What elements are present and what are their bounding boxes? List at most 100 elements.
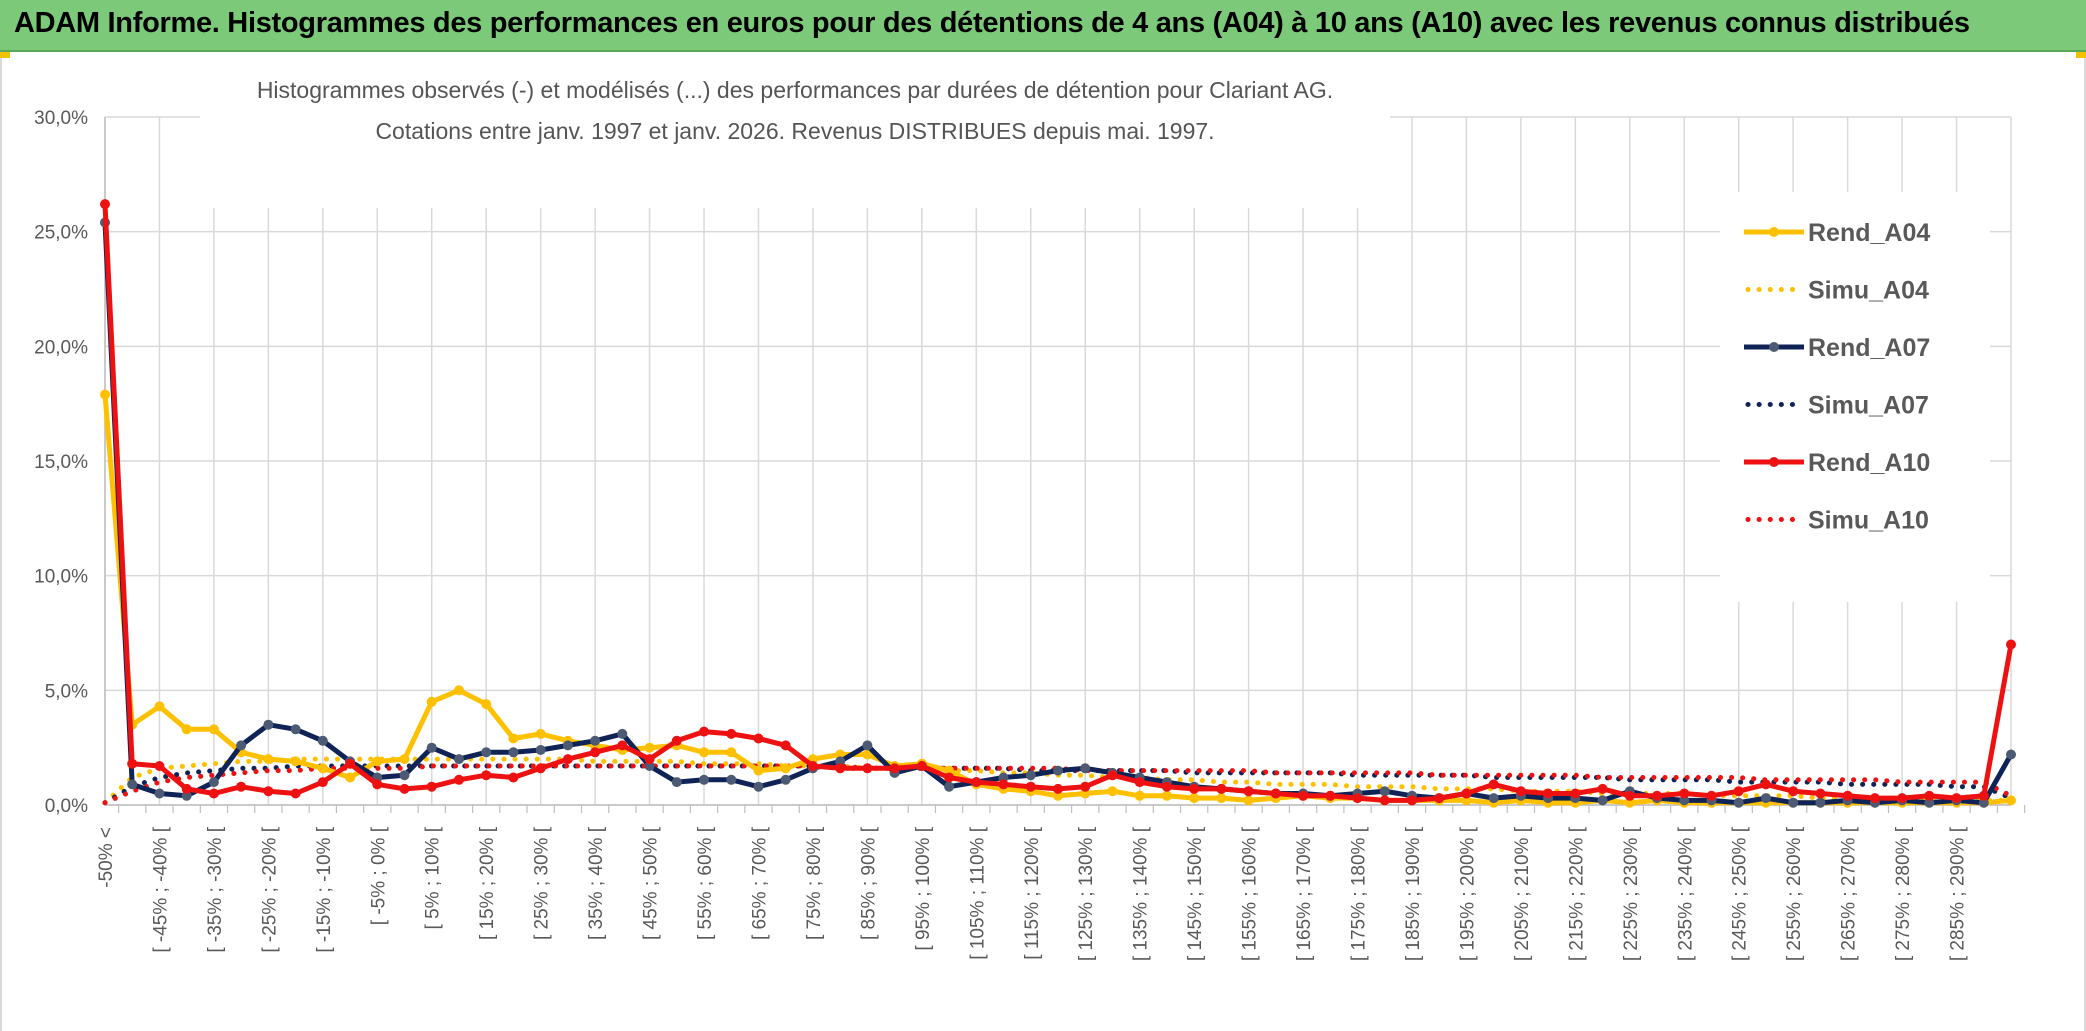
point-rend-a10 (345, 758, 356, 769)
point-rend-a10 (1951, 793, 1962, 804)
point-rend-a10 (1270, 788, 1281, 799)
point-rend-a10 (1488, 779, 1499, 790)
x-tick-label: [ -5% ; 0% [ (368, 826, 389, 925)
point-rend-a04 (1134, 790, 1145, 801)
point-rend-a10 (1788, 786, 1799, 797)
x-tick-label: [ 85% ; 90% [ (858, 826, 879, 940)
point-rend-a10 (1080, 781, 1091, 792)
x-tick-label: [ -15% ; -10% [ (314, 826, 335, 952)
point-rend-a04 (780, 763, 791, 774)
point-rend-a10 (1352, 793, 1363, 804)
chart-title-line2: Cotations entre janv. 1997 et janv. 2026… (375, 118, 1214, 144)
x-tick-label: [ 195% ; 200% [ (1457, 826, 1478, 961)
point-rend-a10 (916, 761, 927, 771)
point-rend-a10 (726, 728, 737, 739)
x-tick-label: [ 245% ; 250% [ (1730, 826, 1751, 961)
x-tick-label: [ 115% ; 120% [ (1022, 826, 1043, 959)
x-tick-label: [ 95% ; 100% [ (913, 826, 934, 950)
legend-label-rend-a04: Rend_A04 (1808, 219, 1930, 247)
point-rend-a10 (399, 783, 410, 794)
point-rend-a10 (236, 781, 247, 792)
point-rend-a10 (562, 754, 573, 765)
x-tick-label: [ -35% ; -30% [ (205, 826, 226, 952)
point-rend-a10 (1815, 788, 1826, 799)
point-rend-a04 (399, 754, 410, 765)
point-rend-a10 (889, 763, 900, 774)
point-rend-a07 (726, 774, 737, 785)
x-axis-labels: -50% < [ -45% ; -40% [[ -35% ; -30% [[ -2… (96, 826, 1969, 961)
point-rend-a04 (208, 724, 219, 735)
point-rend-a07 (317, 735, 328, 746)
point-rend-a10 (426, 781, 437, 792)
x-tick-label: [ 185% ; 190% [ (1403, 826, 1424, 961)
legend-marker-rend-a04 (1769, 227, 1779, 237)
point-rend-a10 (971, 777, 982, 788)
point-rend-a10 (1760, 779, 1771, 790)
point-rend-a04 (1161, 790, 1172, 801)
point-rend-a10 (2006, 639, 2016, 650)
point-rend-a10 (1298, 790, 1309, 801)
x-tick-label: [ 275% ; 280% [ (1893, 826, 1914, 961)
corner-marker-right (2076, 52, 2086, 58)
x-tick-label: [ 235% ; 240% [ (1675, 826, 1696, 961)
point-rend-a10 (1379, 795, 1390, 806)
point-rend-a04 (862, 749, 873, 760)
point-rend-a10 (1978, 790, 1989, 801)
point-rend-a10 (1325, 790, 1336, 801)
point-rend-a04 (263, 754, 274, 765)
point-rend-a10 (862, 763, 873, 774)
legend: Rend_A04 Simu_A04 Rend_A07 Simu_A07 Rend_A10… (1720, 192, 1990, 602)
point-rend-a10 (617, 740, 628, 751)
point-rend-a10 (998, 779, 1009, 790)
point-rend-a10 (1189, 783, 1200, 794)
point-rend-a10 (1624, 790, 1635, 801)
legend-label-simu-a04: Simu_A04 (1808, 277, 1929, 305)
y-tick-label: 20,0% (34, 337, 88, 358)
point-rend-a10 (290, 788, 301, 799)
point-rend-a07 (835, 756, 846, 767)
chart-frame (0, 52, 2086, 1031)
point-rend-a07 (780, 774, 791, 785)
point-rend-a10 (780, 740, 791, 751)
point-rend-a04 (1243, 795, 1254, 806)
point-rend-a10 (1025, 781, 1036, 792)
point-rend-a10 (590, 747, 601, 758)
point-rend-a04 (1216, 793, 1227, 804)
point-rend-a04 (1189, 793, 1200, 804)
point-rend-a10 (1216, 783, 1227, 794)
point-rend-a04 (154, 701, 165, 712)
point-rend-a10 (208, 788, 219, 799)
point-rend-a07 (399, 770, 410, 781)
title-banner: ADAM Informe. Histogrammes des performan… (0, 0, 2086, 52)
point-rend-a07 (454, 754, 464, 765)
point-rend-a10 (671, 735, 682, 746)
point-rend-a07 (263, 719, 274, 730)
x-tick-label: [ 5% ; 10% [ (423, 826, 444, 929)
point-rend-a10 (1570, 788, 1581, 799)
point-rend-a07 (1080, 763, 1091, 774)
point-rend-a04 (481, 699, 492, 710)
point-rend-a04 (181, 724, 192, 735)
point-rend-a07 (181, 790, 192, 801)
point-rend-a07 (236, 740, 247, 751)
point-rend-a10 (372, 779, 383, 790)
point-rend-a10 (1597, 783, 1608, 794)
point-rend-a07 (944, 781, 955, 792)
point-rend-a04 (1624, 797, 1635, 808)
point-rend-a10 (263, 786, 274, 797)
point-rend-a04 (644, 742, 655, 753)
point-rend-a07 (1379, 786, 1390, 797)
y-tick-label: 15,0% (34, 452, 88, 473)
point-rend-a07 (699, 774, 709, 785)
point-rend-a07 (535, 745, 546, 755)
point-rend-a10 (535, 763, 546, 774)
point-rend-a10 (1733, 786, 1744, 797)
point-rend-a10 (699, 726, 709, 737)
point-rend-a04 (944, 765, 955, 776)
point-rend-a10 (1515, 786, 1526, 797)
point-rend-a10 (1134, 777, 1145, 788)
point-rend-a07 (1815, 797, 1826, 808)
corner-marker-left (0, 52, 10, 58)
point-rend-a07 (862, 740, 873, 751)
point-rend-a10 (481, 770, 492, 781)
